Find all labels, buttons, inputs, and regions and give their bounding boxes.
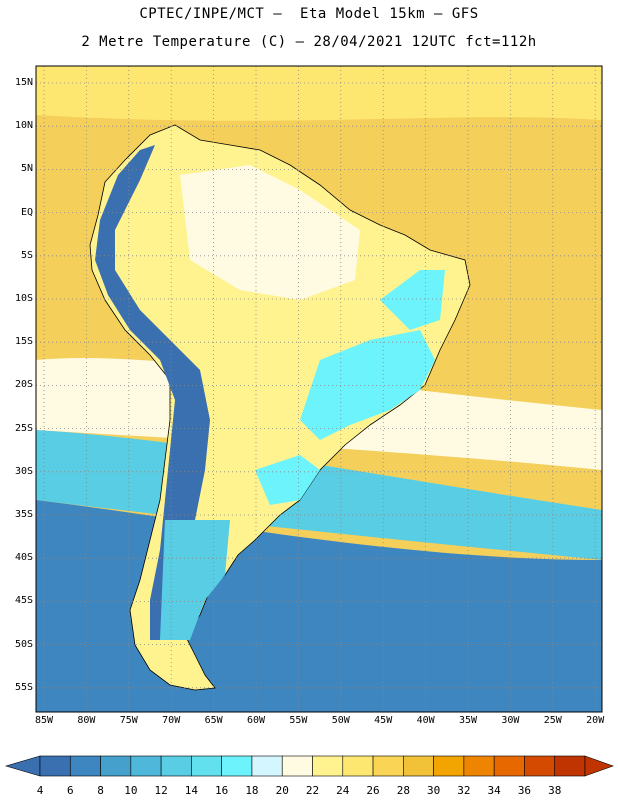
map-title: CPTEC/INPE/MCT – Eta Model 15km – GFS: [139, 6, 479, 22]
longitude-label: 40W: [416, 715, 435, 726]
colorbar-swatch: [100, 755, 132, 777]
colorbar-swatch: [130, 755, 162, 777]
latitude-label: 50S: [14, 638, 33, 650]
colorbar-swatch: [221, 755, 253, 777]
colorbar-label: 14: [184, 784, 198, 797]
patagonia-cold: [160, 520, 230, 640]
colorbar-label: 36: [517, 784, 532, 797]
colorbar-swatch: [524, 755, 556, 777]
amazon-mild-area: [180, 165, 360, 300]
latitude-label: 30S: [14, 465, 33, 477]
latitude-label: 25S: [14, 422, 33, 434]
longitude-label: 60W: [246, 715, 266, 726]
colorbar-label: 38: [548, 784, 562, 797]
colorbar-swatch: [191, 755, 222, 777]
colorbar-swatch: [403, 755, 434, 777]
latitude-label: 5S: [20, 249, 33, 261]
colorbar-label: 8: [97, 784, 104, 797]
latitude-label: 40S: [14, 552, 33, 564]
colorbar-swatch: [554, 755, 586, 777]
latitude-label: 5N: [20, 163, 33, 175]
colorbar-label: 16: [215, 784, 229, 797]
colorbar-label: 4: [36, 784, 44, 797]
latitude-label: 15S: [14, 336, 33, 348]
colorbar-swatch: [281, 755, 313, 777]
colorbar-label: 18: [245, 784, 259, 797]
colorbar-swatch: [493, 755, 525, 777]
longitude-label: 55W: [289, 715, 308, 726]
map-frame: [35, 65, 603, 713]
colorbar-label: 10: [124, 784, 138, 797]
brazil-northeast-highlands: [380, 270, 445, 330]
colorbar-min-arrow: [4, 755, 41, 777]
colorbar-swatch: [463, 755, 495, 777]
longitude-label: 75W: [119, 715, 138, 726]
colorbar-label: 30: [426, 784, 441, 797]
longitude-label: 35W: [458, 715, 478, 726]
latitude-label: 10N: [14, 120, 33, 132]
map-plot-area: [36, 66, 602, 712]
latitude-label: 10S: [14, 293, 33, 304]
latitude-label: EQ: [20, 206, 33, 218]
colorbar-label: 32: [457, 784, 471, 797]
colorbar-swatch: [372, 755, 404, 777]
colorbar-label: 26: [366, 784, 380, 797]
longitude-label: 45W: [374, 715, 393, 726]
longitude-label: 20W: [586, 715, 605, 726]
ocean-band-north: [36, 66, 602, 121]
colorbar-max-arrow: [584, 755, 614, 777]
colorbar-label: 34: [487, 784, 501, 797]
southern-brazil-cool: [255, 455, 320, 505]
colorbar-swatch: [251, 755, 283, 777]
longitude-label: 80W: [77, 715, 96, 726]
longitude-label: 85W: [34, 715, 54, 726]
longitude-label: 25W: [543, 715, 562, 726]
colorbar-label: 6: [66, 784, 74, 797]
andes-cold-band: [95, 145, 210, 640]
colorbar-swatch: [312, 755, 344, 777]
longitude-label: 70W: [162, 715, 181, 726]
colorbar-swatch: [39, 755, 71, 777]
latitude-label: 35S: [14, 509, 33, 520]
colorbar-label: 22: [305, 784, 320, 797]
longitude-label: 65W: [204, 715, 223, 726]
colorbar: [4, 755, 614, 777]
colorbar-swatch: [69, 755, 101, 777]
colorbar-swatch: [160, 755, 192, 777]
longitude-label: 30W: [501, 715, 520, 726]
colorbar-swatch: [342, 755, 374, 777]
colorbar-label: 20: [275, 784, 289, 797]
longitude-label: 50W: [331, 715, 350, 726]
latitude-label: 15N: [14, 77, 33, 88]
colorbar-label: 12: [154, 784, 168, 797]
colorbar-swatch: [433, 755, 465, 777]
latitude-label: 45S: [14, 595, 33, 607]
latitude-label: 55S: [14, 681, 33, 693]
map-subtitle: 2 Metre Temperature (C) – 28/04/2021 12U…: [81, 34, 537, 50]
colorbar-label: 28: [396, 784, 410, 797]
colorbar-label: 24: [336, 784, 350, 797]
latitude-label: 20S: [14, 379, 33, 391]
brazil-highlands: [300, 330, 435, 440]
